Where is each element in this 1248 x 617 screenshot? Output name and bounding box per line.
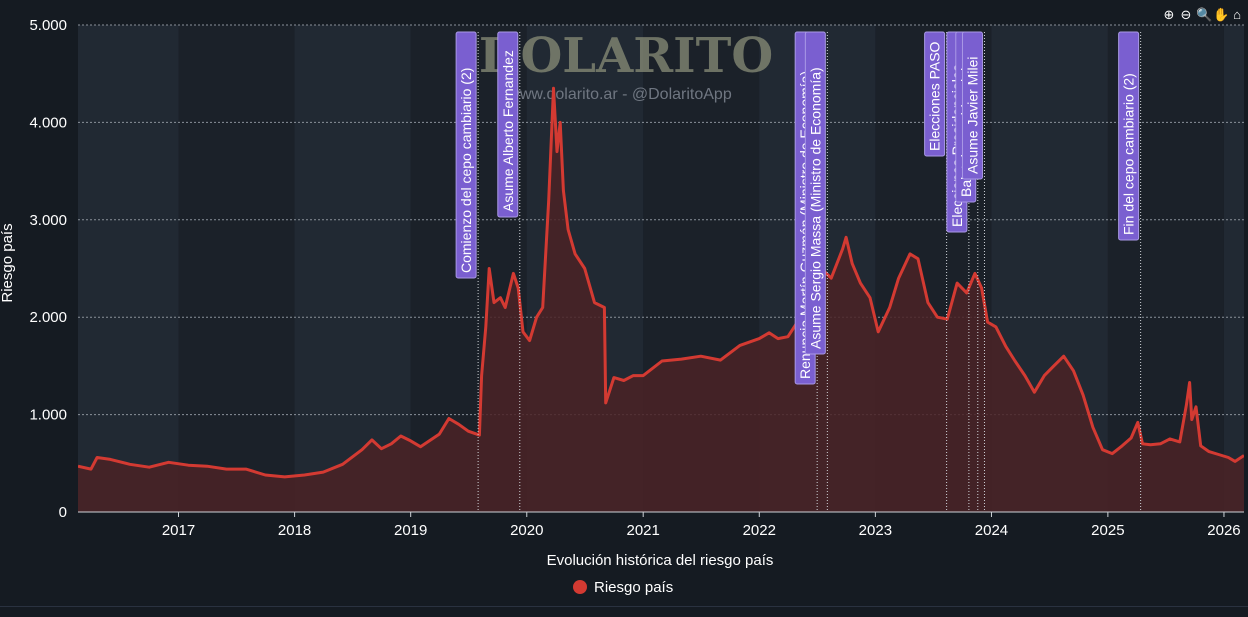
annotation-box <box>924 31 946 157</box>
x-tick-label: 2020 <box>510 522 543 539</box>
watermark-subtitle: www.dolarito.ar - @DolaritoApp <box>507 86 732 103</box>
x-tick-label: 2021 <box>627 522 660 539</box>
annotation-label: Comienzo del cepo cambiario (2) <box>458 68 474 273</box>
home-icon[interactable]: ⌂ <box>1233 7 1241 22</box>
x-tick-label: 2018 <box>278 522 311 539</box>
y-tick-label: 2.000 <box>29 309 67 326</box>
annotation: Fin del cepo cambiario (2) <box>1118 31 1142 512</box>
zoom-out-icon[interactable]: ⊖ <box>1180 7 1192 22</box>
x-tick-label: 2022 <box>743 522 776 539</box>
annotation: Elecciones PASO <box>924 31 948 512</box>
y-axis-title: Riesgo país <box>0 223 16 302</box>
divider <box>0 606 1248 607</box>
legend-label: Riesgo país <box>594 579 673 596</box>
y-axis: 0 1.000 2.000 3.000 4.000 5.000 <box>29 17 1244 521</box>
x-tick-label: 2023 <box>859 522 892 539</box>
event-annotations: Comienzo del cepo cambiario (2) Asume Alb… <box>455 31 1142 512</box>
y-tick-label: 0 <box>59 504 67 521</box>
annotation-label: Elecciones PASO <box>927 41 943 151</box>
annotation: Asume Javier Milei <box>961 31 985 512</box>
annotation-box <box>497 31 519 218</box>
annotation: Asume Sergio Massa (Ministro de Economía… <box>804 31 828 512</box>
annotation-label: Asume Sergio Massa (Ministro de Economía… <box>807 67 823 349</box>
annotation: Asume Alberto Fernandez <box>497 31 521 512</box>
annotation-box <box>455 31 477 279</box>
pan-icon[interactable]: ✋ <box>1213 7 1230 22</box>
legend-marker <box>573 580 587 594</box>
annotation-label: Asume Alberto Fernandez <box>500 50 516 212</box>
y-tick-label: 4.000 <box>29 114 67 131</box>
x-tick-label: 2024 <box>975 522 1008 539</box>
annotation-box <box>961 31 983 180</box>
x-axis-title: Evolución histórica del riesgo país <box>547 552 774 569</box>
x-tick-label: 2025 <box>1091 522 1124 539</box>
annotation-label: Asume Javier Milei <box>964 57 980 174</box>
annotation-box <box>804 31 826 355</box>
y-tick-label: 3.000 <box>29 212 67 229</box>
zoom-icon[interactable]: 🔍 <box>1196 7 1213 22</box>
year-band <box>78 25 179 512</box>
series-area <box>78 88 1244 512</box>
chart-toolbar: ⊕ ⊖ 🔍 ✋ ⌂ <box>1162 8 1244 22</box>
watermark: DOLARITO www.dolarito.ar - @DolaritoApp <box>479 28 773 103</box>
legend[interactable]: Riesgo país <box>573 579 673 596</box>
y-tick-label: 1.000 <box>29 407 67 424</box>
series-line <box>78 86 1244 479</box>
zoom-in-icon[interactable]: ⊕ <box>1163 7 1175 22</box>
year-band <box>294 25 411 512</box>
watermark-logo: DOLARITO <box>479 28 773 84</box>
annotation-box <box>1118 31 1140 241</box>
x-axis: 2017 2018 2019 2020 2021 2022 2023 2024 2025 2026 <box>162 512 1241 539</box>
y-tick-label: 5.000 <box>29 17 67 34</box>
x-tick-label: 2017 <box>162 522 195 539</box>
annotation-label: Fin del cepo cambiario (2) <box>1121 73 1137 235</box>
annotation: Comienzo del cepo cambiario (2) <box>455 31 479 512</box>
year-band <box>178 25 295 512</box>
x-tick-label: 2026 <box>1207 522 1240 539</box>
year-band <box>1223 25 1244 512</box>
x-tick-label: 2019 <box>394 522 427 539</box>
